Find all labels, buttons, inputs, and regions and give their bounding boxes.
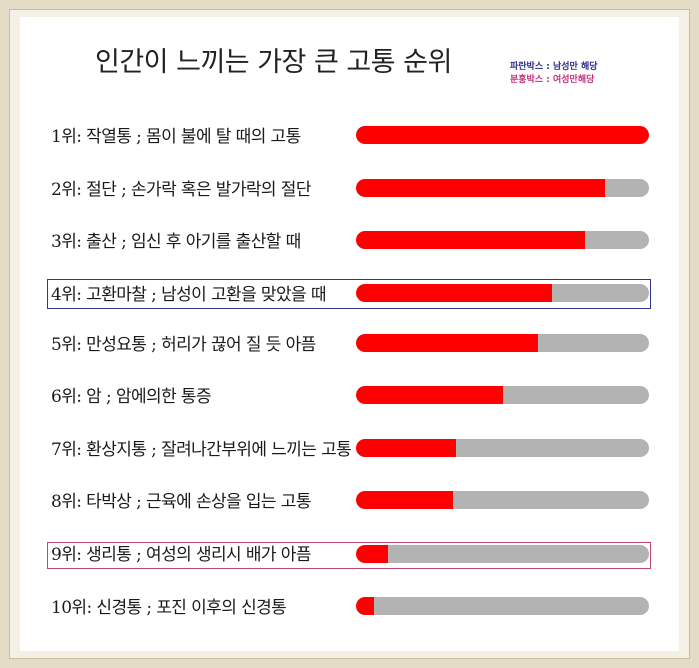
bar-label-4: 4위: 고환마찰 ; 남성이 고환을 맞았을 때	[51, 285, 327, 305]
bar-track-9	[356, 545, 649, 563]
bar-track-4	[356, 284, 649, 302]
bar-fill-4	[356, 284, 553, 302]
bar-track-2	[356, 179, 649, 197]
bar-track-3	[356, 231, 649, 249]
bar-fill-9	[356, 545, 389, 563]
bar-track-1	[356, 126, 649, 144]
bar-label-10: 10위: 신경통 ; 포진 이후의 신경통	[51, 598, 287, 618]
bar-track-6	[356, 386, 649, 404]
bar-track-5	[356, 334, 649, 352]
bar-label-6: 6위: 암 ; 암에의한 통증	[51, 387, 212, 407]
bar-label-1: 1위: 작열통 ; 몸이 불에 탈 때의 고통	[51, 127, 301, 147]
female-only-highlight-box	[47, 542, 651, 569]
chart-title: 인간이 느끼는 가장 큰 고통 순위	[95, 47, 452, 78]
bar-label-2: 2위: 절단 ; 손가락 혹은 발가락의 절단	[51, 180, 311, 200]
legend-female-only: 분홍박스 : 여성만해당	[510, 75, 595, 85]
male-only-highlight-box	[47, 279, 651, 309]
bar-track-7	[356, 439, 649, 457]
bar-label-3: 3위: 출산 ; 임신 후 아기를 출산할 때	[51, 232, 301, 252]
bar-fill-10	[356, 597, 374, 615]
bar-fill-5	[356, 334, 538, 352]
bar-fill-1	[356, 126, 649, 144]
bar-track-10	[356, 597, 649, 615]
bar-fill-2	[356, 179, 606, 197]
bar-fill-3	[356, 231, 585, 249]
legend-male-only: 파란박스 : 남성만 해당	[510, 62, 598, 72]
bar-label-9: 9위: 생리통 ; 여성의 생리시 배가 아픔	[51, 545, 311, 565]
bar-label-7: 7위: 환상지통 ; 잘려나간부위에 느끼는 고통	[51, 440, 352, 460]
bar-fill-8	[356, 491, 453, 509]
bar-label-8: 8위: 타박상 ; 근육에 손상을 입는 고통	[51, 492, 311, 512]
bar-fill-6	[356, 386, 503, 404]
bar-label-5: 5위: 만성요통 ; 허리가 끊어 질 듯 아픔	[51, 335, 316, 355]
bar-fill-7	[356, 439, 456, 457]
bar-track-8	[356, 491, 649, 509]
